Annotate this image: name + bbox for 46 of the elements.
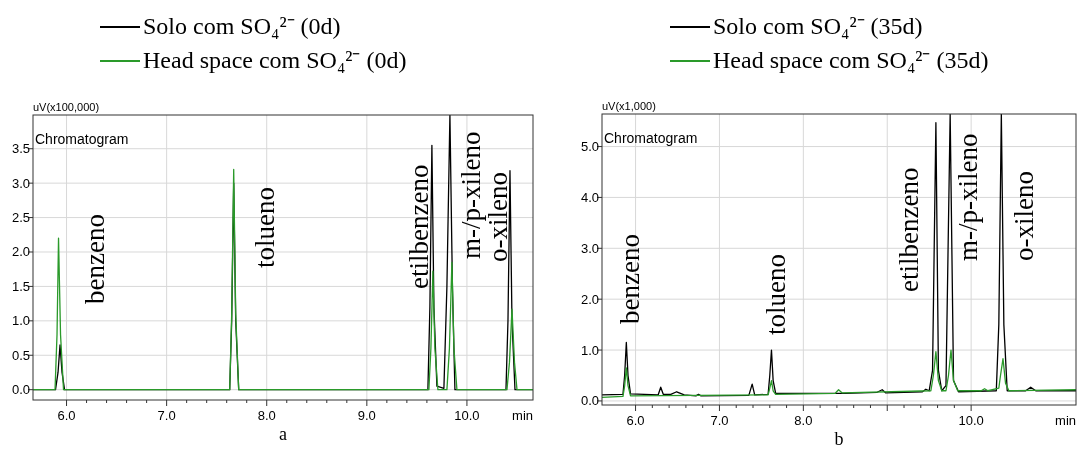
y-tick-label: 3.0	[580, 240, 599, 256]
y-tick-label: 1.0	[11, 313, 30, 329]
annotation: tolueno	[250, 187, 281, 268]
legend-label: Head space com SO₄²⁻ (35d)	[713, 47, 989, 73]
x-tick-label: 6.0	[626, 413, 645, 428]
y-tick-label: 3.0	[11, 175, 30, 191]
annotation: benzeno	[615, 234, 646, 324]
x-tick-label: 9.0	[357, 408, 376, 423]
y-axis-title: uV(x100,000)	[33, 101, 100, 113]
annotation: m-/p-xileno	[953, 133, 984, 261]
annotation: tolueno	[761, 254, 792, 335]
x-tick-label: 6.0	[57, 408, 76, 423]
annotation: Chromatogram	[604, 130, 698, 146]
y-tick-label: 4.0	[580, 189, 599, 205]
legend-label: Solo com SO₄²⁻ (0d)	[143, 13, 341, 39]
y-axis-title: uV(x1,000)	[602, 100, 656, 112]
y-tick-label: 1.5	[11, 278, 30, 294]
annotation: m-/p-xileno	[456, 131, 487, 259]
y-tick-label: 0.0	[11, 382, 30, 398]
x-axis-title: min	[512, 408, 533, 423]
line-series	[602, 349, 1076, 399]
annotation: etilbenzeno	[894, 167, 925, 292]
y-tick-label: 1.0	[580, 342, 599, 358]
x-tick-label: 8.0	[257, 408, 276, 423]
y-tick-label: 5.0	[580, 139, 599, 155]
y-tick-label: 0.5	[11, 347, 30, 363]
legend-label: Solo com SO₄²⁻ (35d)	[713, 13, 923, 39]
x-tick-label: 8.0	[794, 413, 813, 428]
y-tick-label: 2.0	[11, 244, 30, 260]
line-series	[602, 114, 1076, 397]
x-tick-label: 7.0	[157, 408, 176, 423]
legend-label: Head space com SO₄²⁻ (0d)	[143, 47, 407, 73]
text: b	[834, 429, 844, 449]
y-tick-label: 3.5	[11, 141, 30, 157]
y-tick-label: 2.0	[580, 291, 599, 307]
annotation: o-xileno	[1009, 171, 1040, 261]
x-tick-label: 10.0	[454, 408, 480, 423]
y-tick-label: 0.0	[580, 393, 599, 409]
x-tick-label: 10.0	[958, 413, 984, 428]
y-tick-label: 2.5	[11, 210, 30, 226]
annotation: Chromatogram	[35, 131, 129, 147]
annotation: benzeno	[80, 214, 111, 304]
x-tick-label: 7.0	[710, 413, 729, 428]
x-axis-title: min	[1055, 413, 1076, 428]
annotation: etilbenzeno	[404, 164, 435, 289]
text: a	[279, 424, 287, 444]
